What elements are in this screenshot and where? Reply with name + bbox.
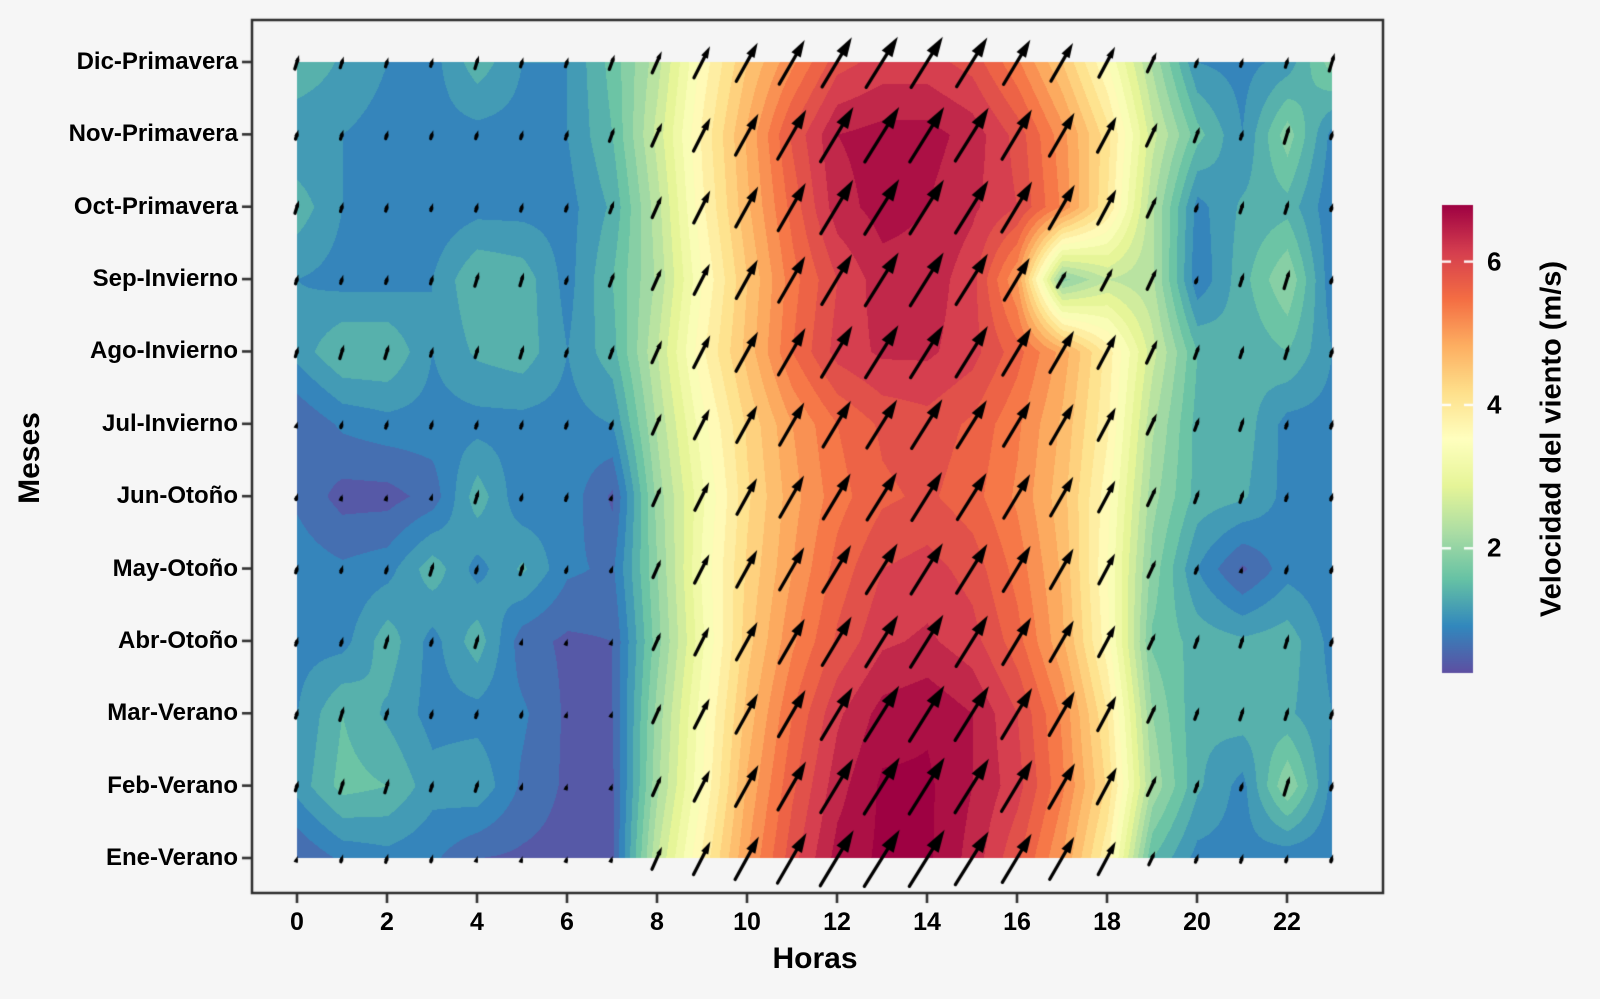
y-tick-label: Oct-Primavera	[73, 192, 238, 220]
colorbar-title: Velocidad del viento (m/s)	[1535, 260, 1568, 618]
x-tick-label: 2	[380, 908, 394, 936]
x-tick-label: 14	[913, 908, 941, 936]
x-tick-label: 16	[1003, 908, 1031, 936]
y-axis-title: Meses	[13, 412, 46, 504]
x-tick-label: 4	[470, 908, 484, 936]
y-tick-label: Ago-Invierno	[90, 337, 238, 365]
colorbar-tick-label: 2	[1487, 532, 1502, 563]
x-tick-label: 18	[1093, 908, 1121, 936]
y-tick-label: Abr-Otoño	[118, 626, 238, 654]
y-tick-label: Nov-Primavera	[68, 120, 238, 148]
y-tick-label: May-Otoño	[112, 554, 238, 582]
x-tick-label: 22	[1273, 908, 1301, 936]
y-tick-label: Sep-Invierno	[92, 265, 238, 293]
y-tick-label: Ene-Verano	[105, 844, 238, 871]
x-tick-label: 12	[823, 908, 851, 936]
y-tick-label: Feb-Verano	[107, 771, 238, 799]
y-tick-label: Jun-Otoño	[116, 482, 238, 510]
y-tick-label: Jul-Invierno	[101, 409, 238, 437]
x-tick-label: 10	[733, 908, 761, 936]
x-tick-label: 6	[560, 908, 574, 936]
colorbar-tick-label: 4	[1487, 389, 1502, 420]
x-tick-label: 0	[290, 908, 304, 936]
y-tick-label: Dic-Primavera	[76, 48, 238, 75]
x-tick-label: 20	[1183, 908, 1211, 936]
x-axis-title: Horas	[772, 942, 858, 975]
colorbar-tick-label: 6	[1487, 246, 1502, 277]
y-tick-label: Mar-Verano	[107, 699, 238, 727]
x-tick-label: 8	[650, 908, 664, 936]
